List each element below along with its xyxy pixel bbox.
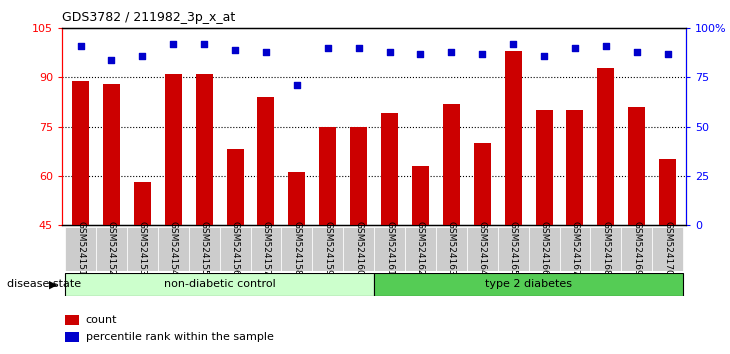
Point bbox=[538, 53, 550, 59]
Text: GSM524151: GSM524151 bbox=[76, 221, 85, 276]
Point bbox=[167, 41, 179, 47]
Bar bbox=[591, 227, 621, 271]
Text: GSM524153: GSM524153 bbox=[138, 221, 147, 276]
Point bbox=[631, 49, 642, 55]
Point bbox=[260, 49, 272, 55]
Bar bbox=[350, 126, 367, 225]
Bar bbox=[659, 159, 676, 225]
Bar bbox=[65, 332, 79, 342]
Text: GSM524161: GSM524161 bbox=[385, 221, 394, 276]
Bar bbox=[65, 227, 96, 271]
Bar bbox=[529, 227, 559, 271]
Text: disease state: disease state bbox=[7, 279, 82, 289]
Bar bbox=[65, 273, 374, 296]
Text: percentile rank within the sample: percentile rank within the sample bbox=[85, 332, 274, 342]
Text: GSM524166: GSM524166 bbox=[539, 221, 548, 276]
Bar bbox=[319, 126, 337, 225]
Point bbox=[600, 43, 612, 49]
Point bbox=[569, 45, 581, 51]
Bar bbox=[405, 227, 436, 271]
Bar bbox=[629, 107, 645, 225]
Bar bbox=[220, 227, 250, 271]
Bar bbox=[96, 227, 127, 271]
Text: GSM524168: GSM524168 bbox=[602, 221, 610, 276]
Bar bbox=[127, 227, 158, 271]
Point bbox=[229, 47, 241, 53]
Bar bbox=[250, 227, 282, 271]
Bar bbox=[65, 315, 79, 325]
Bar bbox=[621, 227, 652, 271]
Text: GSM524152: GSM524152 bbox=[107, 221, 116, 276]
Text: GSM524170: GSM524170 bbox=[663, 221, 672, 276]
Point bbox=[353, 45, 364, 51]
Bar bbox=[504, 51, 522, 225]
Point bbox=[477, 51, 488, 57]
Point bbox=[74, 43, 86, 49]
Bar bbox=[165, 74, 182, 225]
Text: type 2 diabetes: type 2 diabetes bbox=[485, 279, 572, 289]
Point bbox=[322, 45, 334, 51]
Point bbox=[137, 53, 148, 59]
Bar bbox=[226, 149, 244, 225]
Text: non-diabetic control: non-diabetic control bbox=[164, 279, 275, 289]
Text: GSM524158: GSM524158 bbox=[293, 221, 301, 276]
Bar bbox=[597, 68, 615, 225]
Text: GSM524159: GSM524159 bbox=[323, 221, 332, 276]
Bar bbox=[498, 227, 529, 271]
Text: count: count bbox=[85, 315, 118, 325]
Text: GSM524157: GSM524157 bbox=[261, 221, 271, 276]
Text: GSM524156: GSM524156 bbox=[231, 221, 239, 276]
Bar bbox=[443, 104, 460, 225]
Bar bbox=[559, 227, 591, 271]
Text: GSM524169: GSM524169 bbox=[632, 221, 641, 276]
Bar bbox=[72, 81, 89, 225]
Bar bbox=[158, 227, 189, 271]
Text: ▶: ▶ bbox=[49, 279, 58, 289]
Text: GSM524155: GSM524155 bbox=[200, 221, 209, 276]
Bar bbox=[282, 227, 312, 271]
Bar bbox=[343, 227, 374, 271]
Text: GSM524160: GSM524160 bbox=[354, 221, 364, 276]
Bar bbox=[374, 227, 405, 271]
Point bbox=[445, 49, 457, 55]
Point bbox=[507, 41, 519, 47]
Point bbox=[662, 51, 674, 57]
Text: GDS3782 / 211982_3p_x_at: GDS3782 / 211982_3p_x_at bbox=[62, 11, 235, 24]
Bar bbox=[381, 113, 398, 225]
Text: GSM524163: GSM524163 bbox=[447, 221, 456, 276]
Bar bbox=[566, 110, 583, 225]
Bar bbox=[312, 227, 343, 271]
Point bbox=[291, 82, 303, 88]
Bar bbox=[103, 84, 120, 225]
Text: GSM524162: GSM524162 bbox=[416, 221, 425, 276]
Bar bbox=[436, 227, 466, 271]
Text: GSM524165: GSM524165 bbox=[509, 221, 518, 276]
Bar bbox=[196, 74, 212, 225]
Bar bbox=[134, 182, 151, 225]
Bar bbox=[374, 273, 683, 296]
Bar bbox=[288, 172, 305, 225]
Point bbox=[384, 49, 396, 55]
Bar bbox=[474, 143, 491, 225]
Text: GSM524154: GSM524154 bbox=[169, 221, 178, 276]
Bar bbox=[412, 166, 429, 225]
Text: GSM524167: GSM524167 bbox=[570, 221, 580, 276]
Point bbox=[415, 51, 426, 57]
Bar bbox=[466, 227, 498, 271]
Bar bbox=[536, 110, 553, 225]
Point bbox=[199, 41, 210, 47]
Bar bbox=[189, 227, 220, 271]
Point bbox=[106, 57, 118, 63]
Text: GSM524164: GSM524164 bbox=[477, 221, 487, 276]
Bar bbox=[258, 97, 274, 225]
Bar bbox=[652, 227, 683, 271]
